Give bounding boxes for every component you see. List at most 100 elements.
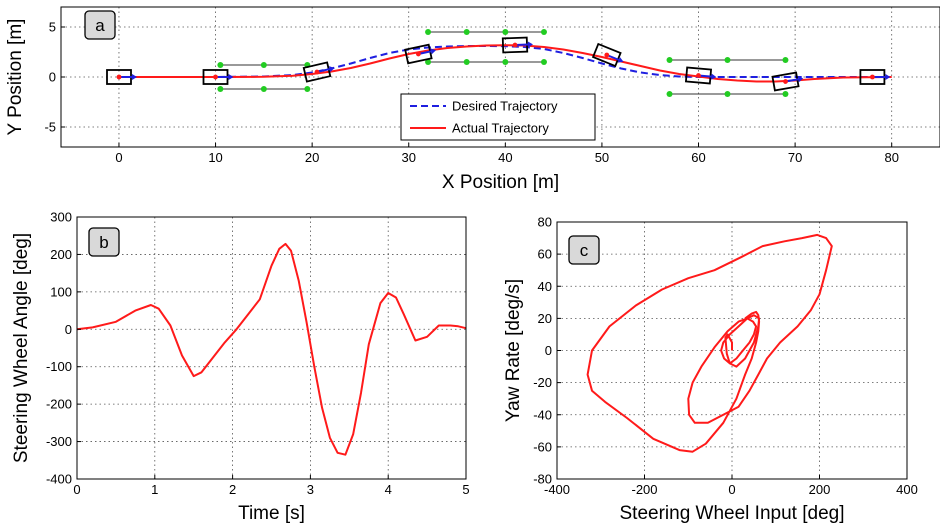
x-tick-label: 60 [691,150,705,165]
tick-labels: 0 10 20 30 40 50 60 70 80 -5 0 5 [44,20,899,166]
legend-box [400,93,596,141]
cone-marker [502,59,509,65]
series-line [76,242,467,456]
car-icon [591,42,624,68]
y-tick-label: -400 [46,472,72,487]
cone-marker [782,91,789,97]
cone-marker [724,57,731,63]
y-tick-label: -5 [44,120,56,135]
cone-marker [463,59,470,65]
x-tick-label: 200 [809,482,831,497]
car-center-dot [512,42,518,48]
car-heading-arrow [785,78,799,83]
y-tick-label: -300 [46,434,72,449]
car-icon [302,61,335,83]
y-tick-label: 5 [49,20,56,35]
panel-label: c [580,241,589,260]
y-axis-label: Steering Wheel Angle [deg] [11,233,32,463]
plot-frame [76,216,467,480]
y-tick-label: 40 [538,279,552,294]
x-tick-label: 3 [307,482,314,497]
x-tick-label: -400 [544,482,570,497]
cone-marker [425,29,432,35]
y-tick-label: -100 [46,359,72,374]
y-tick-label: 60 [538,247,552,262]
y-tick-label: -60 [533,439,552,454]
car-icon [202,69,234,85]
car-icon [859,69,891,85]
cone-marker [540,59,547,65]
y-tick-label: -40 [533,407,552,422]
car-heading-arrowhead [228,74,234,80]
x-tick-label: 5 [462,482,469,497]
cone-marker [782,57,789,63]
x-tick-label: 50 [595,150,609,165]
x-tick-label: 20 [305,150,319,165]
car-icon [404,43,437,65]
x-tick-label: 1 [151,482,158,497]
y-tick-label: 20 [538,311,552,326]
car-center-dot [696,73,701,78]
x-tick-label: 4 [385,482,392,497]
car-heading-arrowhead [617,57,624,63]
car-icon [106,69,137,85]
x-axis-label: Time [s] [238,503,305,524]
panel-a-trajectory: Desired Trajectory Actual Trajectory 0 10 20… [5,6,940,193]
car-center-dot [314,69,320,75]
y-axis-label: Y Position [m] [5,19,26,136]
car-center-dot [870,74,875,80]
car-center-dot [415,51,421,57]
legend-label-actual: Actual Trajectory [452,121,549,136]
cone-marker [217,62,224,68]
grid [77,217,466,479]
panel-label-box [88,227,120,257]
car-center-dot [116,74,122,80]
x-tick-label: 0 [728,482,735,497]
panel-label: a [95,16,105,35]
legend: Desired Trajectory Actual Trajectory [400,93,596,141]
x-axis-label: X Position [m] [442,172,559,193]
car-heading-arrowhead [430,48,437,55]
x-tick-label: 400 [896,482,918,497]
legend-label-desired: Desired Trajectory [452,99,558,114]
x-tick-label: 40 [498,150,512,165]
panel-label-box [568,235,600,265]
car-heading-arrowhead [885,74,891,80]
car-icon [771,71,804,92]
x-tick-label: 2 [229,482,236,497]
cone-marker [666,91,673,97]
car-heading-arrowhead [328,66,335,72]
y-tick-label: -80 [533,472,552,487]
panel-c-yaw-rate: -400 -200 0 200 400-80-60-40-20020406080Stee… [503,215,918,525]
y-tick-label: 200 [50,247,72,262]
y-tick-label: 0 [65,322,72,337]
car-icon [684,66,717,85]
panel-label-box [84,10,116,40]
cone-marker [540,29,547,35]
series-line [586,233,833,453]
x-tick-label: 80 [884,150,898,165]
y-axis-label: Yaw Rate [deg/s] [503,279,524,422]
car-center-dot [213,74,218,80]
y-tick-label: -200 [46,397,72,412]
car-heading-arrowhead [711,73,717,80]
car-heading-arrowhead [132,74,137,80]
cone-marker [260,62,267,68]
cone-marker [304,86,311,92]
x-tick-label: -200 [631,482,657,497]
x-axis-label: Steering Wheel Input [deg] [620,503,845,524]
y-tick-label: 80 [538,215,552,230]
panel-label: b [99,233,108,252]
cone-marker [260,86,267,92]
cone-marker [463,29,470,35]
car-center-dot [604,52,610,58]
car-heading-arrowhead [797,76,804,83]
actual-trajectory-line [119,44,892,83]
x-tick-label: 70 [788,150,802,165]
tick-labels: 0 1 2 3 4 5 -400 -300 -200 -100 0 100 200 300 [46,210,470,498]
x-tick-label: 10 [208,150,222,165]
cone-marker [425,59,432,65]
cone-marker [217,86,224,92]
